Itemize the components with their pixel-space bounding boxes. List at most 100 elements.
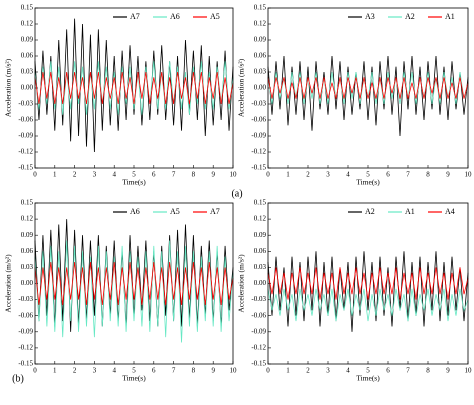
x-axis-label: Time(s) xyxy=(356,178,380,187)
x-tick-label: 7 xyxy=(172,367,176,375)
y-tick-label: 0.00 xyxy=(21,84,34,92)
legend-label: A3 xyxy=(365,12,375,21)
x-tick-label: 4 xyxy=(112,367,116,375)
x-tick-label: 5 xyxy=(366,171,370,179)
x-tick-label: 6 xyxy=(386,171,390,179)
y-tick-label: 0.03 xyxy=(254,68,267,76)
legend-label: A5 xyxy=(170,207,180,216)
y-tick-label: 0.06 xyxy=(21,52,34,60)
x-tick-label: 4 xyxy=(112,171,116,179)
x-tick-label: 8 xyxy=(426,367,430,375)
y-tick-label: 0.15 xyxy=(21,199,34,207)
plot-frame xyxy=(34,7,234,169)
y-tick-label: -0.15 xyxy=(18,164,33,172)
y-tick-label: -0.15 xyxy=(251,360,266,368)
x-tick-label: 3 xyxy=(93,367,97,375)
y-tick-label: -0.06 xyxy=(18,311,33,319)
series-line xyxy=(34,71,234,105)
x-tick-label: 7 xyxy=(406,171,410,179)
y-tick-label: -0.15 xyxy=(251,164,266,172)
y-tick-label: -0.06 xyxy=(18,116,33,124)
x-axis-label: Time(s) xyxy=(356,374,380,383)
y-tick-label: -0.03 xyxy=(18,295,33,303)
y-tick-label: 0.15 xyxy=(254,199,267,207)
x-tick-label: 9 xyxy=(446,367,450,375)
x-axis-label: Time(s) xyxy=(122,374,146,383)
y-tick-label: 0.15 xyxy=(254,4,267,12)
y-tick-label: -0.06 xyxy=(251,311,266,319)
x-tick-label: 3 xyxy=(326,367,330,375)
y-tick-label: -0.03 xyxy=(251,100,266,108)
x-tick-label: 10 xyxy=(465,367,473,375)
y-tick-label: 0.09 xyxy=(254,36,267,44)
x-tick-label: 5 xyxy=(132,367,136,375)
legend-label: A7 xyxy=(210,207,220,216)
legend-label: A4 xyxy=(445,207,455,216)
x-tick-label: 7 xyxy=(172,171,176,179)
series-line xyxy=(34,61,234,115)
y-tick-label: 0.03 xyxy=(21,263,34,271)
legend-label: A6 xyxy=(130,207,140,216)
legend-label: A7 xyxy=(130,12,140,21)
series-line xyxy=(34,261,234,306)
y-tick-label: -0.12 xyxy=(251,344,266,352)
y-tick-label: 0.12 xyxy=(21,20,34,28)
series-line xyxy=(267,267,469,300)
x-tick-label: 8 xyxy=(192,367,196,375)
y-tick-label: -0.09 xyxy=(18,132,33,140)
y-tick-label: -0.12 xyxy=(18,148,33,156)
y-axis-label: Acceleration (m/s²) xyxy=(237,58,246,117)
y-tick-label: 0.15 xyxy=(21,4,34,12)
y-tick-label: -0.09 xyxy=(251,132,266,140)
series-line xyxy=(34,240,234,343)
panel: 0.15 0.12 0.09 0.06 0.03 0.00 -0.03 -0.06 -0.09 -… xyxy=(4,4,237,187)
series-line xyxy=(34,18,234,153)
series-line xyxy=(267,288,469,322)
legend-label: A2 xyxy=(405,12,415,21)
y-tick-label: -0.12 xyxy=(251,148,266,156)
legend-label: A6 xyxy=(170,12,180,21)
y-axis-label: Acceleration (m/s²) xyxy=(237,254,246,313)
y-tick-label: 0.06 xyxy=(21,247,34,255)
x-tick-label: 0 xyxy=(33,367,37,375)
y-tick-label: -0.12 xyxy=(18,344,33,352)
x-tick-label: 1 xyxy=(286,367,290,375)
legend-label: A1 xyxy=(445,12,455,21)
y-tick-label: -0.06 xyxy=(251,116,266,124)
y-tick-label: 0.03 xyxy=(254,263,267,271)
x-axis-label: Time(s) xyxy=(122,178,146,187)
x-tick-label: 1 xyxy=(53,171,57,179)
x-tick-label: 6 xyxy=(152,367,156,375)
x-tick-label: 1 xyxy=(53,367,57,375)
x-tick-label: 2 xyxy=(73,171,77,179)
x-tick-label: 0 xyxy=(266,367,270,375)
x-tick-label: 10 xyxy=(230,367,238,375)
y-tick-label: 0.09 xyxy=(21,36,34,44)
y-tick-label: 0.00 xyxy=(21,279,34,287)
x-tick-label: 4 xyxy=(346,367,350,375)
x-tick-label: 2 xyxy=(73,367,77,375)
x-tick-label: 9 xyxy=(211,171,215,179)
x-tick-label: 7 xyxy=(406,367,410,375)
series-line xyxy=(267,77,469,99)
x-tick-label: 5 xyxy=(366,367,370,375)
y-tick-label: -0.03 xyxy=(18,100,33,108)
y-tick-label: 0.12 xyxy=(254,20,267,28)
y-tick-label: 0.12 xyxy=(254,215,267,223)
y-tick-label: -0.03 xyxy=(251,295,266,303)
x-tick-label: 10 xyxy=(465,171,473,179)
x-tick-label: 0 xyxy=(33,171,37,179)
x-tick-label: 8 xyxy=(192,171,196,179)
y-axis-label: Acceleration (m/s²) xyxy=(4,58,13,117)
legend-label: A1 xyxy=(405,207,415,216)
x-tick-label: 0 xyxy=(266,171,270,179)
y-tick-label: 0.12 xyxy=(21,215,34,223)
panel: 0.15 0.12 0.09 0.06 0.03 0.00 -0.03 -0.06 -0.09 -… xyxy=(4,199,237,383)
y-tick-label: -0.15 xyxy=(18,360,33,368)
y-tick-label: 0.03 xyxy=(21,68,34,76)
x-tick-label: 1 xyxy=(286,171,290,179)
y-tick-label: 0.09 xyxy=(254,231,267,239)
plot-frame xyxy=(267,202,469,365)
y-tick-label: -0.09 xyxy=(18,327,33,335)
x-tick-label: 9 xyxy=(211,367,215,375)
